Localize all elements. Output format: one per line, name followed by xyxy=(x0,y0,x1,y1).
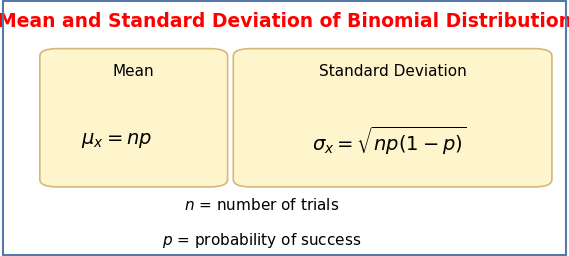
Text: Mean: Mean xyxy=(113,64,155,79)
Text: Mean and Standard Deviation of Binomial Distribution: Mean and Standard Deviation of Binomial … xyxy=(0,12,569,30)
Text: $n$ = number of trials: $n$ = number of trials xyxy=(184,197,339,213)
FancyBboxPatch shape xyxy=(233,49,552,187)
Text: $p$ = probability of success: $p$ = probability of success xyxy=(162,231,361,250)
Text: $\mu_x = np$: $\mu_x = np$ xyxy=(81,131,152,150)
Text: $\sigma_x = \sqrt{np(1-p)}$: $\sigma_x = \sqrt{np(1-p)}$ xyxy=(312,125,467,157)
FancyBboxPatch shape xyxy=(40,49,228,187)
Text: Standard Deviation: Standard Deviation xyxy=(319,64,467,79)
